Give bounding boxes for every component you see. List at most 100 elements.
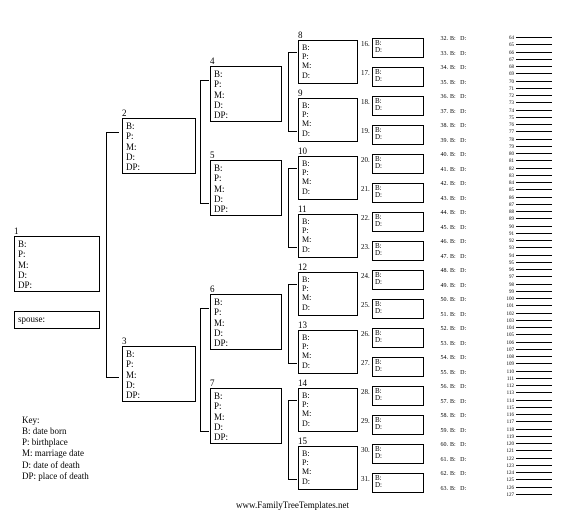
ancestor-number: 15 [298,436,307,446]
ancestor-line: 77 [504,129,552,135]
ancestor-line: 109 [504,361,552,367]
ancestor-slot: 38.B: D: [438,123,466,129]
ancestor-line: 84 [504,180,552,186]
ancestor-number: 1 [14,226,19,236]
ancestor-mini-box: 16.B: D: [372,38,424,58]
ancestor-line: 117 [504,419,552,425]
connector-bracket [288,168,297,248]
ancestor-box: B:P:M:D: [298,388,358,432]
ancestor-slot: 53.B: D: [438,341,466,347]
ancestor-line: 126 [504,485,552,491]
ancestor-slot: 63.B: D: [438,486,466,492]
ancestor-slot: 60.B: D: [438,442,466,448]
ancestor-line: 125 [504,477,552,483]
ancestor-mini-box: 18.B: D: [372,96,424,116]
ancestor-mini-box: 19.B: D: [372,125,424,145]
ancestor-line: 97 [504,274,552,280]
ancestor-box-1: B:P:M:D:DP: [14,236,100,292]
ancestor-slot: 46.B: D: [438,239,466,245]
connector-bracket [288,400,297,480]
ancestor-line: 74 [504,108,552,114]
ancestor-box: B:P:M:D:DP: [122,346,196,402]
ancestor-line: 81 [504,158,552,164]
pedigree-chart: { "fieldLabels": {"B":"B:","P":"P:","M":… [0,0,585,520]
ancestor-number: 5 [210,150,215,160]
ancestor-slot: 39.B: D: [438,138,466,144]
ancestor-line: 90 [504,224,552,230]
ancestor-box: B:P:M:D: [298,40,358,84]
ancestor-line: 102 [504,311,552,317]
ancestor-line: 110 [504,369,552,375]
ancestor-line: 72 [504,93,552,99]
ancestor-line: 100 [504,296,552,302]
ancestor-mini-box: 22.B: D: [372,212,424,232]
ancestor-slot: 40.B: D: [438,152,466,158]
spouse-box: spouse: [14,311,100,329]
ancestor-line: 111 [504,376,552,382]
ancestor-box: B:P:M:D:DP: [122,118,196,174]
ancestor-box: B:P:M:D: [298,98,358,142]
ancestor-number: 10 [298,146,307,156]
ancestor-slot: 43.B: D: [438,196,466,202]
ancestor-slot: 35.B: D: [438,80,466,86]
ancestor-number: 14 [298,378,307,388]
ancestor-line: 104 [504,325,552,331]
ancestor-line: 127 [504,492,552,498]
ancestor-mini-box: 21.B: D: [372,183,424,203]
ancestor-line: 103 [504,318,552,324]
ancestor-line: 118 [504,427,552,433]
ancestor-slot: 47.B: D: [438,254,466,260]
ancestor-line: 69 [504,71,552,77]
ancestor-line: 87 [504,202,552,208]
connector-bracket [200,80,209,204]
ancestor-slot: 52.B: D: [438,326,466,332]
ancestor-line: 75 [504,115,552,121]
ancestor-line: 92 [504,238,552,244]
ancestor-box: B:P:M:D: [298,330,358,374]
ancestor-box: B:P:M:D:DP: [210,388,282,444]
ancestor-line: 67 [504,57,552,63]
ancestor-box: B:P:M:D: [298,214,358,258]
ancestor-line: 98 [504,282,552,288]
ancestor-number: 8 [298,30,303,40]
ancestor-line: 88 [504,209,552,215]
connector-bracket [106,132,119,378]
ancestor-box: B:P:M:D: [298,272,358,316]
ancestor-mini-box: 17.B: D: [372,67,424,87]
ancestor-line: 64 [504,35,552,41]
connector-bracket [200,308,209,432]
ancestor-box: B:P:M:D: [298,446,358,490]
ancestor-box: B:P:M:D: [298,156,358,200]
ancestor-slot: 33.B: D: [438,51,466,57]
ancestor-slot: 37.B: D: [438,109,466,115]
ancestor-number: 3 [122,336,127,346]
ancestor-line: 68 [504,64,552,70]
ancestor-slot: 59.B: D: [438,428,466,434]
ancestor-slot: 62.B: D: [438,471,466,477]
connector-bracket [288,52,297,132]
ancestor-line: 94 [504,253,552,259]
ancestor-line: 119 [504,434,552,440]
ancestor-line: 89 [504,216,552,222]
ancestor-line: 70 [504,79,552,85]
ancestor-line: 91 [504,231,552,237]
ancestor-slot: 32.B: D: [438,36,466,42]
ancestor-slot: 58.B: D: [438,413,466,419]
ancestor-line: 86 [504,195,552,201]
ancestor-box: B:P:M:D:DP: [210,294,282,350]
ancestor-box: B:P:M:D:DP: [210,66,282,122]
ancestor-number: 2 [122,108,127,118]
ancestor-line: 107 [504,347,552,353]
ancestor-line: 122 [504,456,552,462]
ancestor-line: 79 [504,144,552,150]
ancestor-slot: 48.B: D: [438,268,466,274]
ancestor-slot: 41.B: D: [438,167,466,173]
ancestor-number: 9 [298,88,303,98]
ancestor-line: 73 [504,100,552,106]
ancestor-line: 99 [504,289,552,295]
ancestor-line: 66 [504,50,552,56]
ancestor-line: 95 [504,260,552,266]
ancestor-slot: 49.B: D: [438,283,466,289]
ancestor-slot: 42.B: D: [438,181,466,187]
ancestor-number: 4 [210,56,215,66]
